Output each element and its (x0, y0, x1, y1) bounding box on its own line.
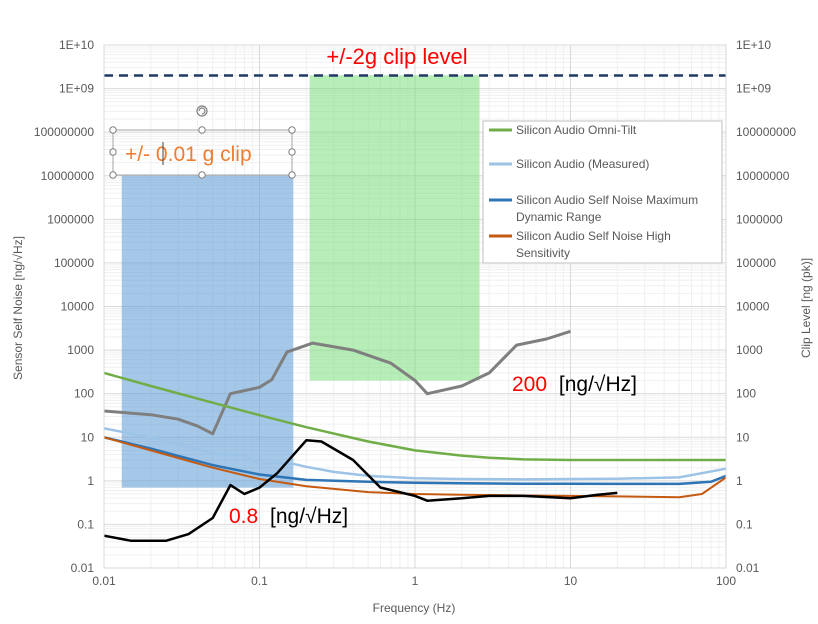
left-y-tick-label: 1 (87, 474, 94, 488)
right-y-tick-label: 1E+10 (736, 38, 771, 52)
right-y-tick-label: 100 (736, 387, 756, 401)
right-y-tick-label: 0.1 (736, 517, 753, 531)
left-y-tick-label: 1000 (67, 343, 94, 357)
x-axis-title: Frequency (Hz) (373, 601, 456, 615)
left-y-tick-label: 100 (74, 387, 94, 401)
x-tick-label: 100 (716, 574, 736, 588)
region-label-clip: +/- 0.01 g clip (125, 143, 252, 166)
right-y-tick-label: 1000000 (736, 212, 783, 226)
left-y-tick-label: 0.01 (71, 561, 95, 575)
left-y-tick-label: 100000 (54, 256, 94, 270)
left-y-axis-title: Sensor Self Noise [ng/√Hz] (11, 236, 25, 380)
clip-region-green (309, 75, 480, 381)
series-high-sensitivity-line (103, 436, 727, 499)
annotation-0-8: 0.8 [ng/√Hz] (229, 505, 348, 528)
svg-text:0.8 [ng/√Hz]: 0.8 [ng/√Hz] (229, 505, 348, 528)
annotation-unit-0-8: [ng/√Hz] (270, 505, 348, 528)
left-y-tick-label: 100000000 (34, 125, 94, 139)
left-y-tick-labels: 0.01 0.1 1 10 100 1000 10000 100000 1000000 10000… (34, 38, 94, 575)
series-omni-tilt-line (103, 371, 726, 462)
rotate-handle-icon[interactable] (196, 105, 208, 117)
x-tick-label: 1 (412, 574, 419, 588)
legend: Silicon Audio Omni-Tilt Silicon Audio (M… (482, 120, 723, 264)
left-y-tick-label: 10 (81, 430, 95, 444)
left-y-tick-label: 1000000 (47, 212, 94, 226)
right-y-tick-label: 1E+09 (736, 82, 771, 96)
series-gray-clip-curve (103, 329, 571, 436)
right-y-tick-label: 100000 (736, 256, 776, 270)
series-lines (103, 329, 727, 543)
legend-label-measured: Silicon Audio (Measured) (516, 157, 649, 171)
plot-frame (103, 44, 727, 569)
right-y-tick-label: 10 (736, 430, 750, 444)
text-box-selection[interactable]: +/- 0.01 g clip (109, 105, 296, 179)
left-y-tick-label: 10000000 (41, 169, 95, 183)
series-black-curve (103, 439, 618, 543)
left-y-tick-label: 1E+10 (59, 38, 94, 52)
series-measured-line (103, 427, 727, 481)
clip-region-blue (121, 175, 294, 488)
x-tick-label: 10 (564, 574, 578, 588)
x-tick-label: 0.1 (251, 574, 268, 588)
series-max-dynamic-range-line (103, 436, 727, 486)
right-y-tick-label: 0.01 (736, 561, 760, 575)
legend-label-high-sensitivity: Silicon Audio Self Noise High Sensitivit… (516, 229, 674, 260)
annotation-value-0-8: 0.8 (229, 505, 258, 528)
resize-handles (109, 126, 296, 179)
clip-regions (121, 75, 480, 488)
legend-box (482, 120, 723, 264)
left-y-tick-label: 10000 (61, 300, 95, 314)
annotation-value-200: 200 (512, 373, 547, 396)
legend-label-max-dynamic-range-line2: Dynamic Range (516, 210, 602, 224)
right-y-tick-label: 1000 (736, 343, 763, 357)
legend-label-high-sensitivity-line2: Sensitivity (516, 246, 570, 260)
left-y-tick-label: 1E+09 (59, 82, 94, 96)
clip-level-label: +/-2g clip level (326, 44, 467, 69)
x-tick-label: 0.01 (92, 574, 116, 588)
legend-label-max-dynamic-range: Silicon Audio Self Noise Maximum Dynamic… (516, 193, 701, 224)
legend-label-max-dynamic-range-line1: Silicon Audio Self Noise Maximum (516, 193, 698, 207)
annotation-200: 200 [ng/√Hz] (512, 373, 637, 396)
svg-text:200 [ng/√Hz]: 200 [ng/√Hz] (512, 373, 637, 396)
annotation-unit-200: [ng/√Hz] (559, 373, 637, 396)
legend-label-omni-tilt: Silicon Audio Omni-Tilt (516, 123, 637, 137)
right-y-tick-label: 10000000 (736, 169, 790, 183)
right-y-tick-label: 1 (736, 474, 743, 488)
left-y-tick-label: 0.1 (77, 517, 94, 531)
right-y-tick-labels: 0.01 0.1 1 10 100 1000 10000 100000 1000000 10000… (736, 38, 796, 575)
legend-label-high-sensitivity-line1: Silicon Audio Self Noise High (516, 229, 671, 243)
right-y-tick-label: 100000000 (736, 125, 796, 139)
x-tick-labels: 0.01 0.1 1 10 100 (92, 574, 736, 588)
right-y-axis-title: Clip Level [ng (pk)] (799, 258, 813, 358)
right-y-tick-label: 10000 (736, 300, 770, 314)
